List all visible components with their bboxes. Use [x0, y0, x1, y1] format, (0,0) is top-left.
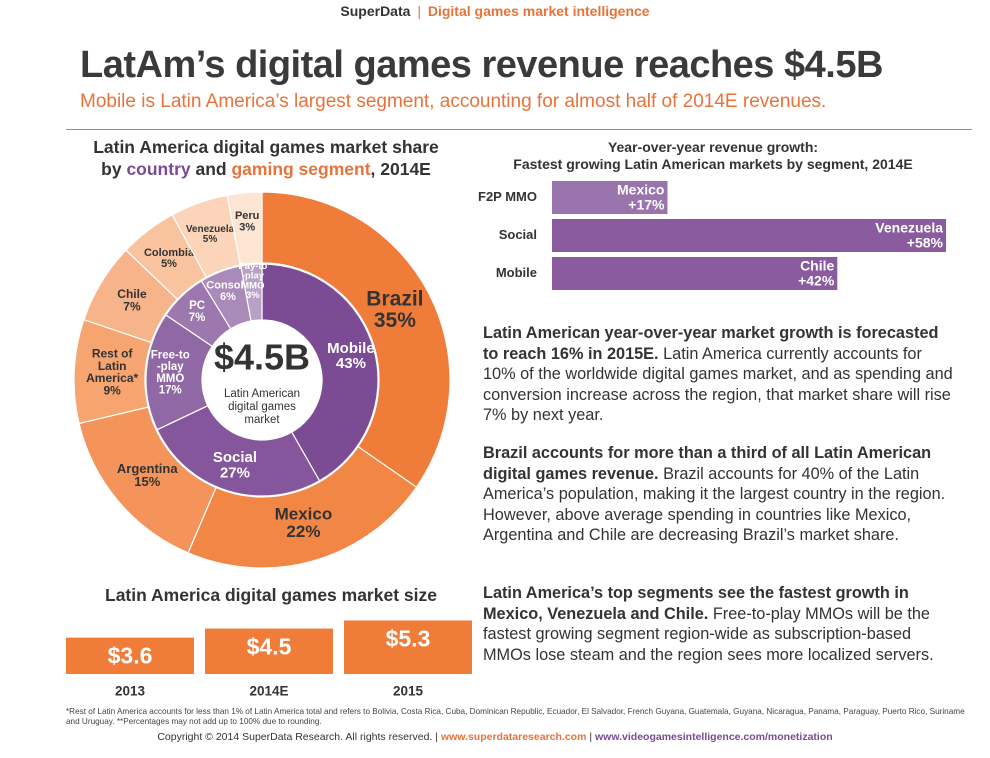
- brand-tagline: Digital games market intelligence: [427, 3, 650, 19]
- center-caption-line: digital games: [228, 401, 296, 413]
- label-console: Console 6%: [206, 280, 249, 303]
- value-label-social: +58%: [907, 235, 944, 251]
- bar-social: [552, 219, 946, 252]
- page-title: LatAm’s digital games revenue reaches $4…: [80, 44, 883, 86]
- label-chile: Chile 7%: [117, 287, 147, 313]
- label-mobile: Mobile 43%: [327, 340, 375, 372]
- bar-mobile: [552, 257, 838, 290]
- slice-social: [156, 404, 321, 497]
- bar-2014e: [205, 628, 333, 674]
- value-label-mobile: +42%: [798, 273, 835, 289]
- paragraph-segments-lead: Latin America’s top segments see the fas…: [483, 584, 909, 623]
- slice-brazil: [261, 191, 451, 489]
- donut-center: [203, 321, 321, 439]
- growth-bar-chart: F2P MMO Mexico+17% Social Venezuela+58% Mobi…: [478, 181, 946, 290]
- paragraph-growth: Latin American year-over-year market gro…: [483, 323, 953, 426]
- label-free-to-play-mmo: Free-to -play MMO 17%: [151, 349, 190, 396]
- paragraph-brazil: Brazil accounts for more than a third of…: [483, 443, 953, 546]
- paragraph-segments: Latin America’s top segments see the fas…: [483, 583, 953, 665]
- market-share-donut-chart: Brazil 35% Mexico 22% Argentina 15% Rest of Lat…: [73, 191, 451, 569]
- donut-title-country: country: [126, 159, 191, 179]
- copyright-separator: |: [589, 731, 593, 743]
- bar-2015: [344, 620, 472, 674]
- donut-title-line2: by country and gaming segment, 2014E: [66, 158, 466, 180]
- year-label-2015: 2015: [393, 684, 424, 699]
- market-label-mexico: Mexico: [617, 182, 664, 198]
- header-divider: [66, 129, 972, 130]
- paragraph-growth-lead: Latin American year-over-year market gro…: [483, 324, 939, 363]
- year-label-2014e: 2014E: [249, 684, 288, 699]
- videogames-intelligence-link[interactable]: www.videogamesintelligence.com/monetizat…: [595, 731, 833, 743]
- paragraph-brazil-body: Brazil accounts for 40% of the Latin Ame…: [483, 464, 946, 545]
- brand-separator: |: [417, 3, 421, 19]
- label-rest-of-latin-america: Rest of Latin America* 9%: [86, 347, 138, 398]
- market-size-title: Latin America digital games market size: [105, 585, 437, 605]
- page-subtitle: Mobile is Latin America’s largest segmen…: [80, 91, 827, 112]
- slice-mobile: [261, 263, 379, 482]
- value-label-2013: $3.6: [108, 643, 153, 669]
- donut-title-prefix: by: [101, 159, 127, 179]
- label-mexico: Mexico 22%: [275, 505, 333, 541]
- label-brazil: Brazil 35%: [366, 287, 423, 331]
- paragraph-growth-body: Latin America currently accounts for 10%…: [483, 344, 953, 425]
- paragraph-brazil-lead: Brazil accounts for more than a third of…: [483, 444, 932, 483]
- superdata-link[interactable]: www.superdataresearch.com: [440, 731, 587, 743]
- center-caption-line: market: [244, 414, 280, 426]
- market-size-bar-chart: $3.6 2013 $4.5 2014E $5.3 2015: [66, 620, 472, 699]
- value-label-2015: $5.3: [386, 626, 431, 652]
- growth-title-line2: Fastest growing Latin American markets b…: [513, 156, 913, 172]
- label-argentina: Argentina 15%: [117, 461, 178, 489]
- bar-2013: [66, 637, 194, 674]
- bar-f2p-mmo: [552, 181, 668, 214]
- brand-name: SuperData: [340, 3, 411, 19]
- copyright-bar: Copyright © 2014 SuperData Research. All…: [0, 731, 990, 743]
- year-label-2013: 2013: [115, 684, 146, 699]
- slice-peru: [226, 191, 263, 266]
- growth-chart-title: Year-over-year revenue growth: Fastest g…: [478, 139, 948, 173]
- growth-title-line1: Year-over-year revenue growth:: [607, 139, 819, 155]
- value-label-f2p-mmo: +17%: [628, 197, 665, 213]
- category-label-mobile: Mobile: [496, 265, 537, 280]
- label-pc: PC 7%: [189, 300, 206, 324]
- label-pay-to-play-mmo: Pay-to -play MMO 3%: [238, 260, 267, 300]
- value-label-2014e: $4.5: [247, 634, 292, 660]
- donut-title-and: and: [190, 159, 232, 179]
- copyright-text: Copyright © 2014 SuperData Research. All…: [157, 731, 438, 743]
- donut-title-segment: gaming segment: [231, 159, 371, 179]
- slice-mexico: [187, 445, 418, 569]
- label-colombia: Colombia 5%: [144, 247, 195, 270]
- donut-title-suffix: , 2014E: [370, 159, 431, 179]
- slice-pay-to-play-mmo: [240, 263, 263, 322]
- market-label-chile: Chile: [800, 258, 834, 274]
- label-venezuela: Venezuela 5%: [186, 224, 235, 245]
- category-label-f2p-mmo: F2P MMO: [478, 189, 537, 204]
- label-peru: Peru 3%: [235, 210, 259, 233]
- donut-title-line1: Latin America digital games market share: [93, 137, 439, 157]
- category-label-social: Social: [499, 227, 537, 242]
- market-label-venezuela: Venezuela: [875, 220, 943, 236]
- brand-header: SuperData | Digital games market intelli…: [0, 3, 990, 19]
- paragraph-segments-body: Free-to-play MMOs will be the fastest gr…: [483, 604, 934, 664]
- center-caption-line: Latin American: [224, 388, 300, 400]
- label-social: Social 27%: [213, 449, 257, 481]
- center-value: $4.5B: [214, 337, 310, 378]
- donut-chart-title: Latin America digital games market share…: [66, 136, 466, 180]
- footnote: *Rest of Latin America accounts for less…: [66, 707, 965, 726]
